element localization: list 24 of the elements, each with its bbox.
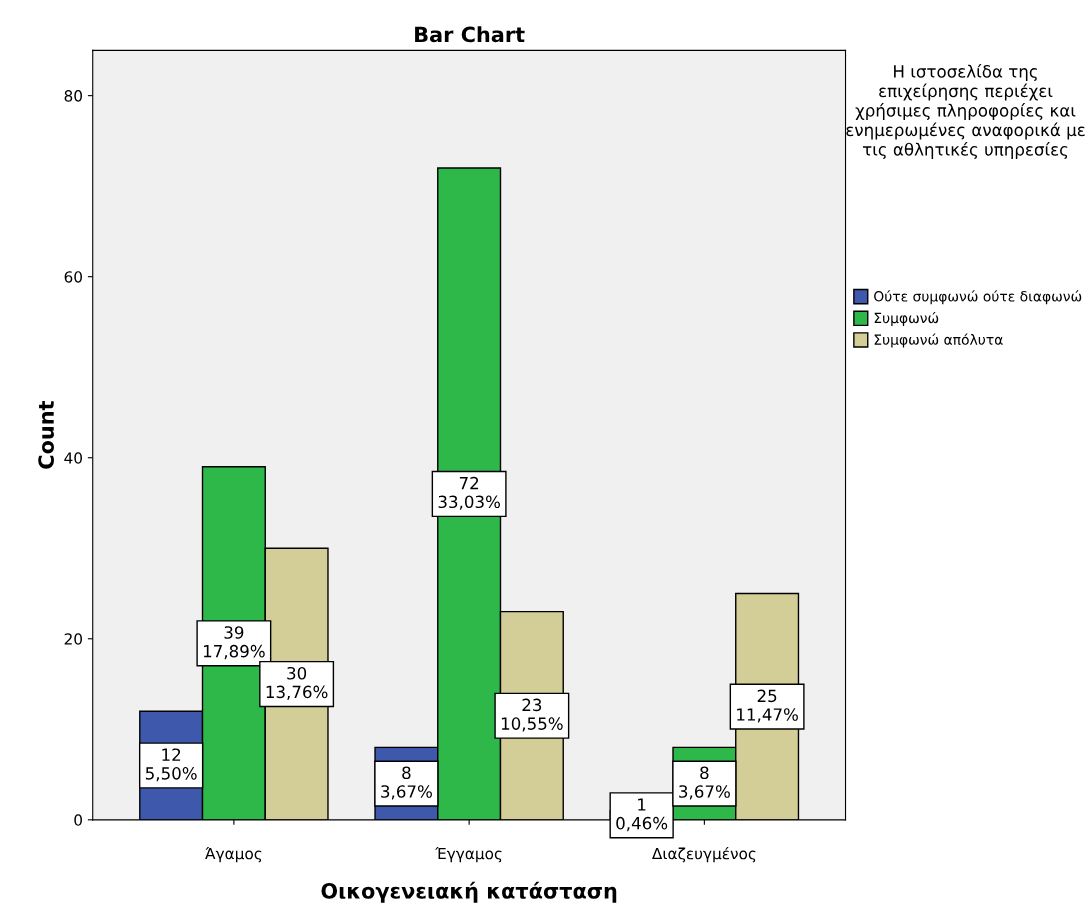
data-label: 30 13,76% [266, 666, 328, 700]
legend-label: Συμφωνώ [874, 311, 939, 326]
y-tick-label: 0 [74, 814, 82, 826]
x-axis-title: Οικογενειακή κατάσταση [321, 881, 617, 903]
chart-title: Bar Chart [415, 26, 525, 43]
x-tick-label: Διαζευγμένος [652, 846, 756, 863]
data-label: 23 10,55% [501, 698, 563, 732]
y-tick-label: 20 [64, 633, 82, 645]
y-axis-title: Count [38, 400, 54, 469]
y-tick-label: 60 [64, 271, 82, 283]
data-label: 12 5,50% [145, 748, 197, 782]
legend-label: Συμφωνώ απόλυτα [874, 333, 1003, 348]
data-label: 8 3,67% [679, 766, 730, 800]
data-label: 25 11,47% [737, 689, 798, 723]
legend-title: Η ιστοσελίδα της επιχείρησης περιέχει χρήσιμες πληροφορίες και ενημερωμένες αναφορικά με τις αθλητικές υπηρεσίες [846, 64, 1085, 159]
x-tick-label: Άγαμος [205, 846, 262, 863]
data-label: 72 33,03% [438, 476, 500, 510]
legend-label: Ούτε συμφωνώ ούτε διαφωνώ [874, 290, 1082, 305]
data-label: 39 17,89% [203, 626, 265, 660]
data-label: 8 3,67% [381, 766, 432, 800]
y-tick-label: 40 [64, 452, 82, 464]
x-tick-label: Έγγαμος [435, 846, 502, 863]
data-label: 1 0,46% [616, 798, 668, 832]
y-tick-label: 80 [64, 90, 82, 102]
